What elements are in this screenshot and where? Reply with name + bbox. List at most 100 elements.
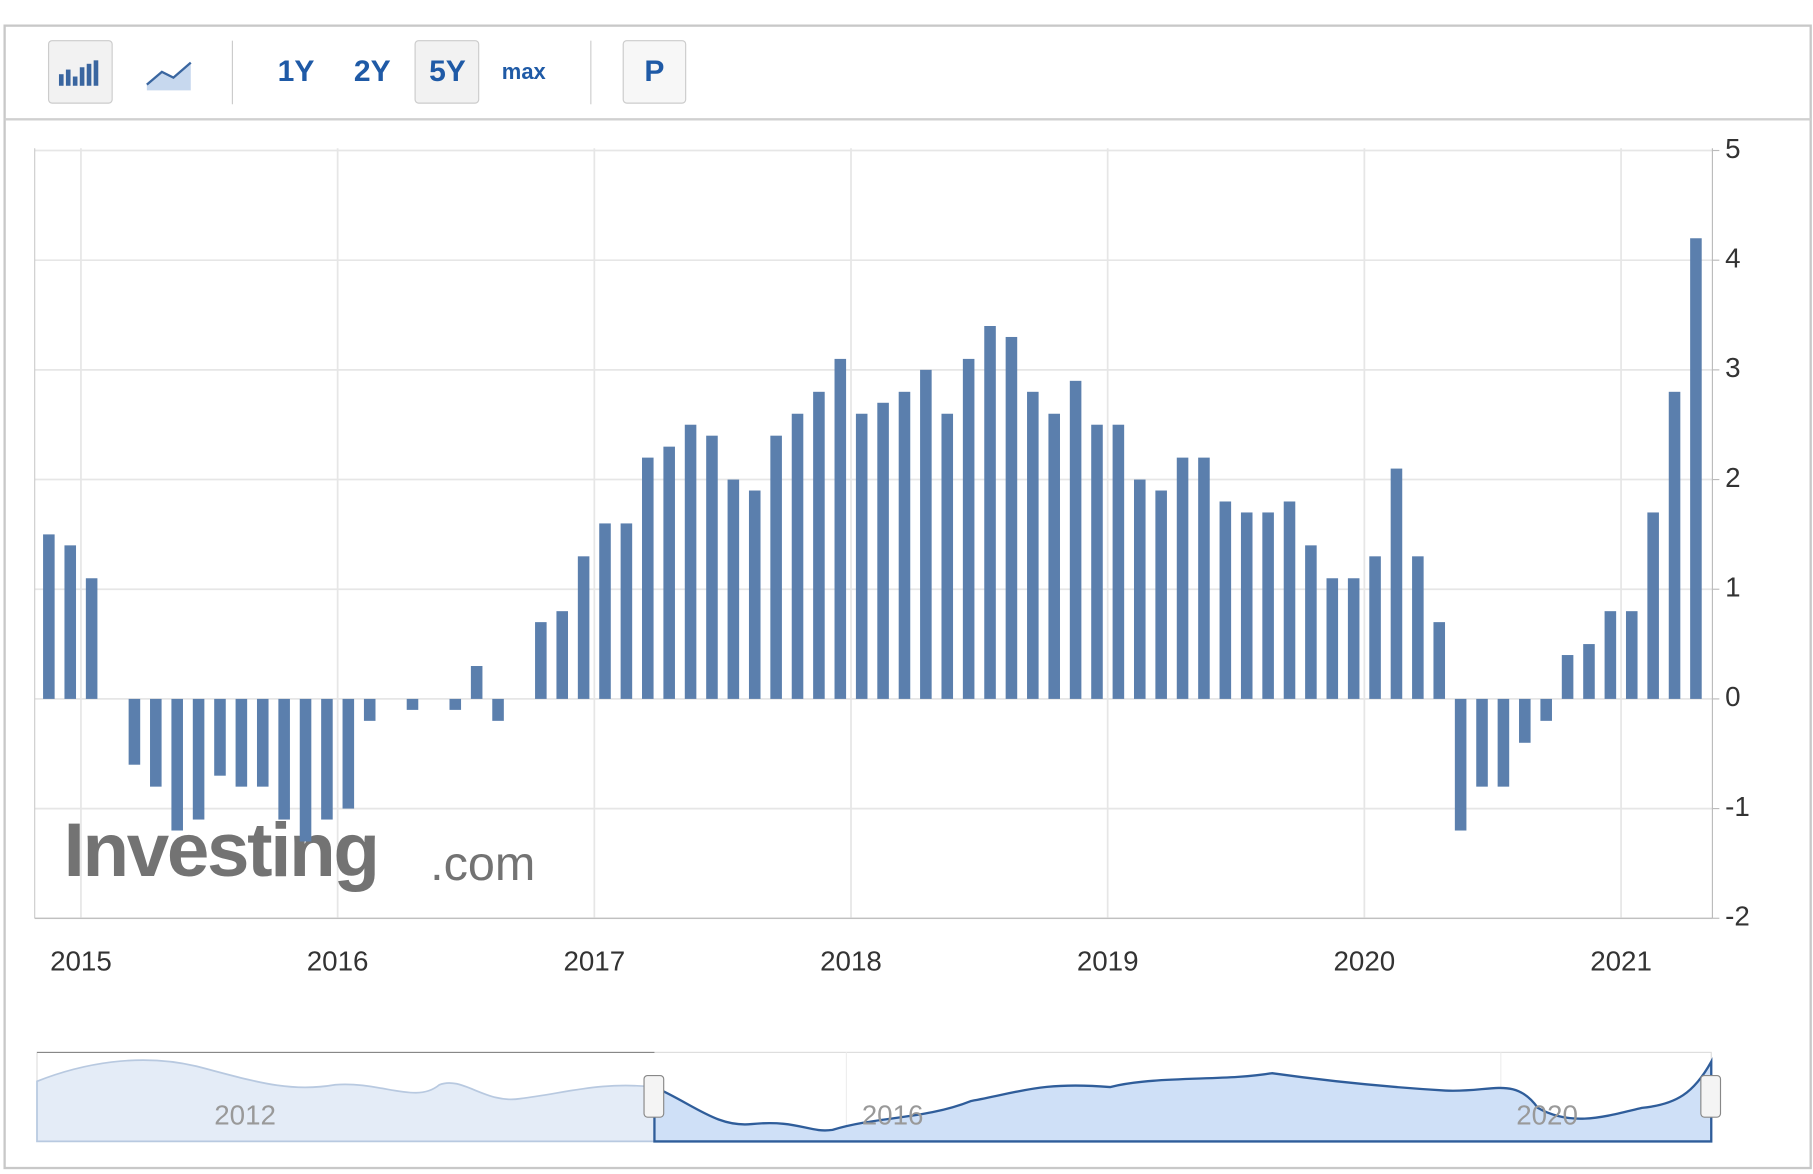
bar	[1625, 611, 1638, 699]
range-button[interactable]: 1Y	[278, 55, 315, 88]
y-tick-label: 1	[1725, 572, 1740, 603]
x-tick-label: 2015	[50, 946, 112, 977]
range-button[interactable]: 2Y	[354, 55, 391, 88]
watermark-brand: Investing	[64, 808, 378, 893]
bar	[1412, 556, 1424, 699]
bar	[1005, 336, 1018, 699]
bar	[1690, 238, 1702, 699]
bar	[492, 698, 504, 721]
range-button[interactable]: max	[502, 59, 547, 84]
bar	[1048, 413, 1060, 699]
bar	[834, 358, 847, 699]
bar	[1583, 644, 1595, 699]
x-tick-label: 2020	[1334, 946, 1396, 977]
x-tick-label: 2017	[563, 946, 625, 977]
bar	[1433, 622, 1446, 699]
bar	[577, 556, 590, 699]
navigator-label: 2016	[862, 1099, 924, 1130]
bar	[406, 698, 419, 710]
bar	[877, 402, 889, 699]
navigator-label: 2020	[1516, 1099, 1578, 1130]
bar	[1069, 380, 1082, 699]
bar	[256, 698, 269, 787]
bar	[1240, 512, 1253, 699]
navigator-selection	[653, 1057, 1713, 1143]
bar	[1176, 457, 1189, 699]
bar	[1155, 490, 1167, 699]
bar	[663, 446, 675, 699]
watermark: Investing .com	[64, 808, 536, 893]
bar	[620, 523, 633, 699]
bar	[748, 490, 761, 699]
bar	[321, 698, 333, 820]
bar	[1369, 556, 1381, 699]
bar	[599, 523, 611, 699]
x-tick-label: 2016	[307, 946, 369, 977]
bar	[706, 435, 718, 699]
bar	[1262, 512, 1274, 699]
navigator-history	[36, 1059, 656, 1143]
bar	[214, 698, 226, 776]
toolbar	[47, 40, 687, 105]
bar	[1540, 698, 1552, 721]
bar	[556, 611, 569, 699]
bar	[342, 698, 355, 809]
bar	[1091, 424, 1103, 699]
watermark-suffix: .com	[430, 837, 535, 891]
bar	[192, 698, 205, 820]
bar	[235, 698, 248, 787]
bar	[363, 698, 376, 721]
navigator-label: 2012	[214, 1099, 276, 1130]
x-tick-label: 2018	[820, 946, 882, 977]
bar	[128, 698, 141, 765]
bar	[684, 424, 697, 699]
bar	[1561, 655, 1574, 699]
y-tick-label: 3	[1725, 352, 1740, 383]
range-button[interactable]: 5Y	[429, 55, 466, 88]
bar	[1283, 501, 1296, 699]
bar	[1305, 545, 1317, 699]
x-tick-label: 2019	[1077, 946, 1139, 977]
bar	[1219, 501, 1232, 699]
y-tick-label: 0	[1725, 681, 1740, 712]
line-chart-button[interactable]	[146, 61, 192, 91]
bar	[43, 534, 55, 699]
bar	[727, 479, 740, 699]
range-button[interactable]: P	[644, 55, 664, 88]
bar	[85, 578, 98, 699]
bar	[898, 391, 911, 699]
y-tick-label: -2	[1725, 901, 1750, 932]
bar	[770, 435, 782, 699]
bar	[1133, 479, 1146, 699]
p-button-bg	[622, 40, 687, 104]
bar	[1476, 698, 1488, 787]
navigator-handle[interactable]	[643, 1074, 665, 1118]
bar	[1326, 578, 1339, 699]
bar	[941, 413, 954, 699]
bar	[1519, 698, 1531, 743]
bar	[962, 358, 975, 699]
bar	[150, 698, 162, 787]
bar	[1198, 457, 1210, 699]
bar	[1454, 698, 1467, 831]
bar	[1347, 578, 1360, 699]
navigator-handle[interactable]	[1700, 1074, 1722, 1118]
bar	[278, 698, 290, 820]
bar	[1604, 611, 1617, 699]
y-tick-label: 5	[1725, 133, 1740, 164]
bar	[1112, 424, 1125, 699]
bar	[1668, 391, 1681, 699]
bar	[1497, 698, 1510, 787]
bar	[813, 391, 825, 699]
bar	[299, 698, 312, 842]
bar	[642, 457, 654, 699]
bar	[855, 413, 868, 699]
y-tick-label: 4	[1725, 243, 1740, 274]
bar	[171, 698, 183, 831]
y-tick-label: -1	[1725, 791, 1750, 822]
bar	[470, 666, 483, 699]
x-tick-label: 2021	[1590, 946, 1652, 977]
bar	[1027, 391, 1039, 699]
